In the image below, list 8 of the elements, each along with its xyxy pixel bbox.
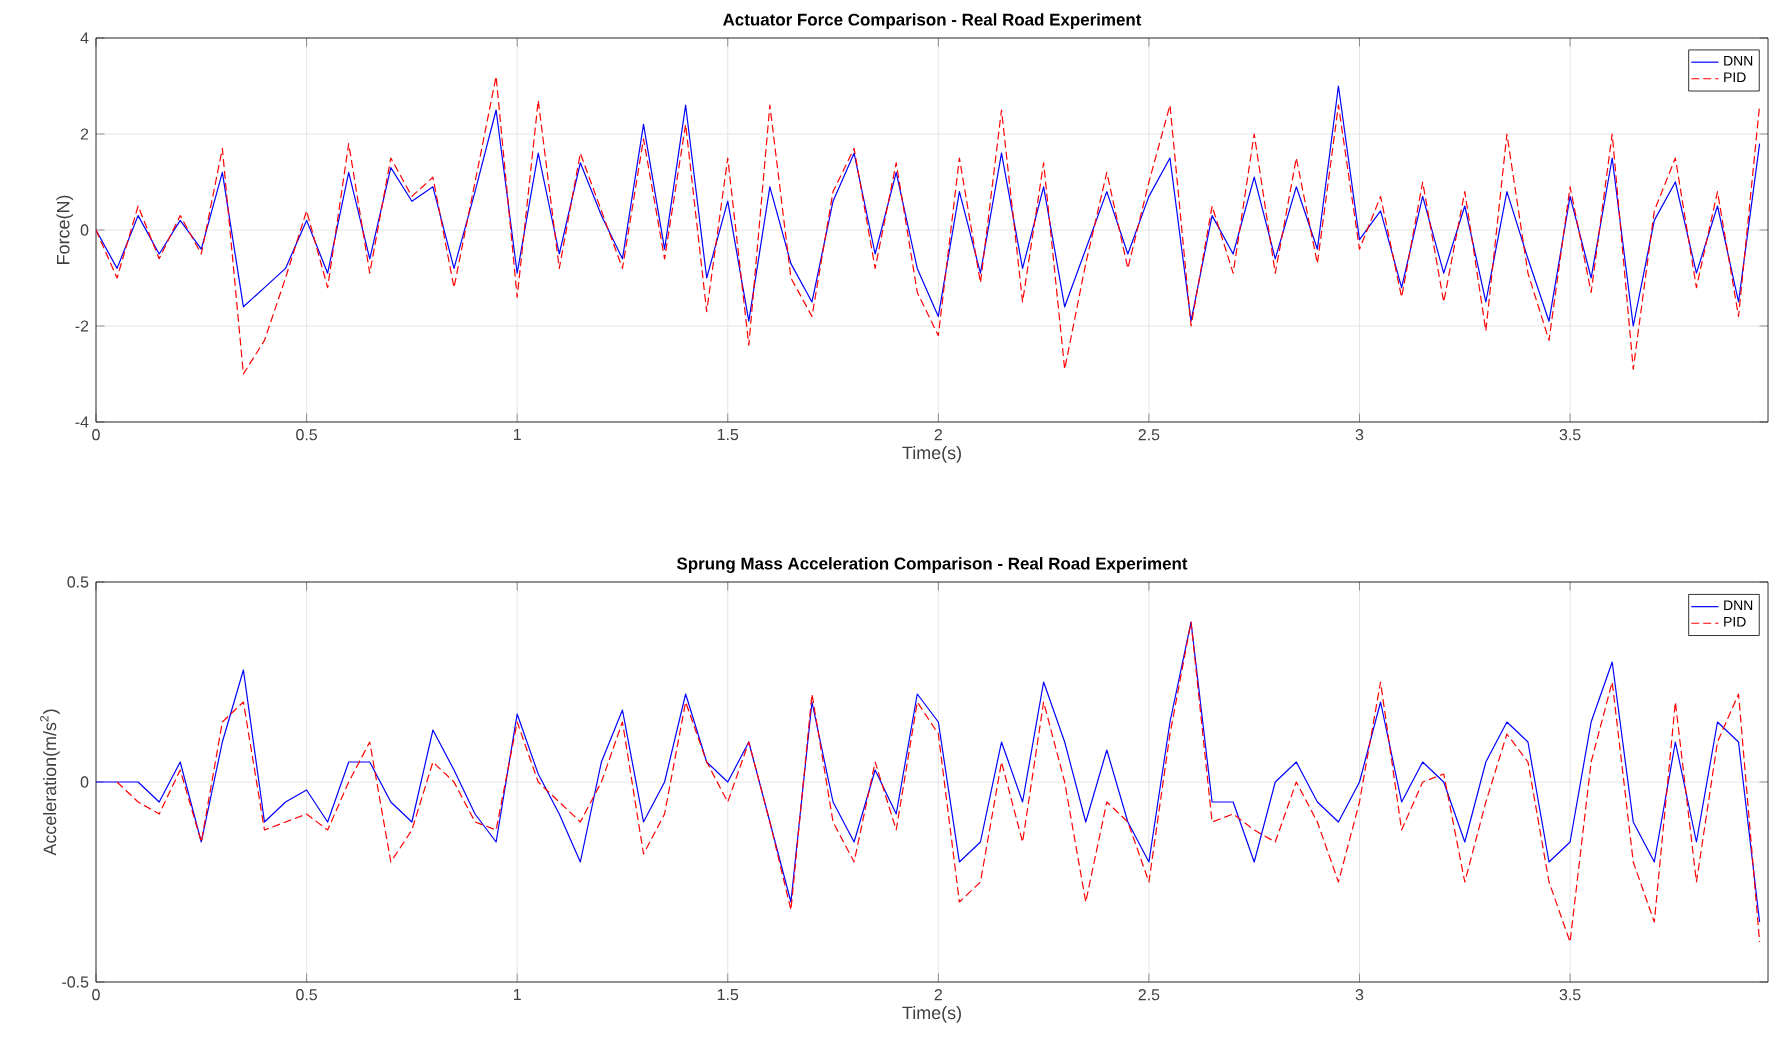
x-axis-title: Time(s) [902,446,961,463]
y-axis-title: Acceleration(m/s$^{2}$) [40,709,60,856]
y-axis-title: Force(N) [56,195,74,264]
line-series [96,85,1761,327]
chart-title: Sprung Mass Acceleration Comparison - Real Road Experiment [676,557,1188,573]
x-axis-title: Time(s) [902,1006,961,1023]
chart-title: Actuator Force Comparison - Real Road Experiment [723,13,1142,29]
line-series [96,75,1761,375]
